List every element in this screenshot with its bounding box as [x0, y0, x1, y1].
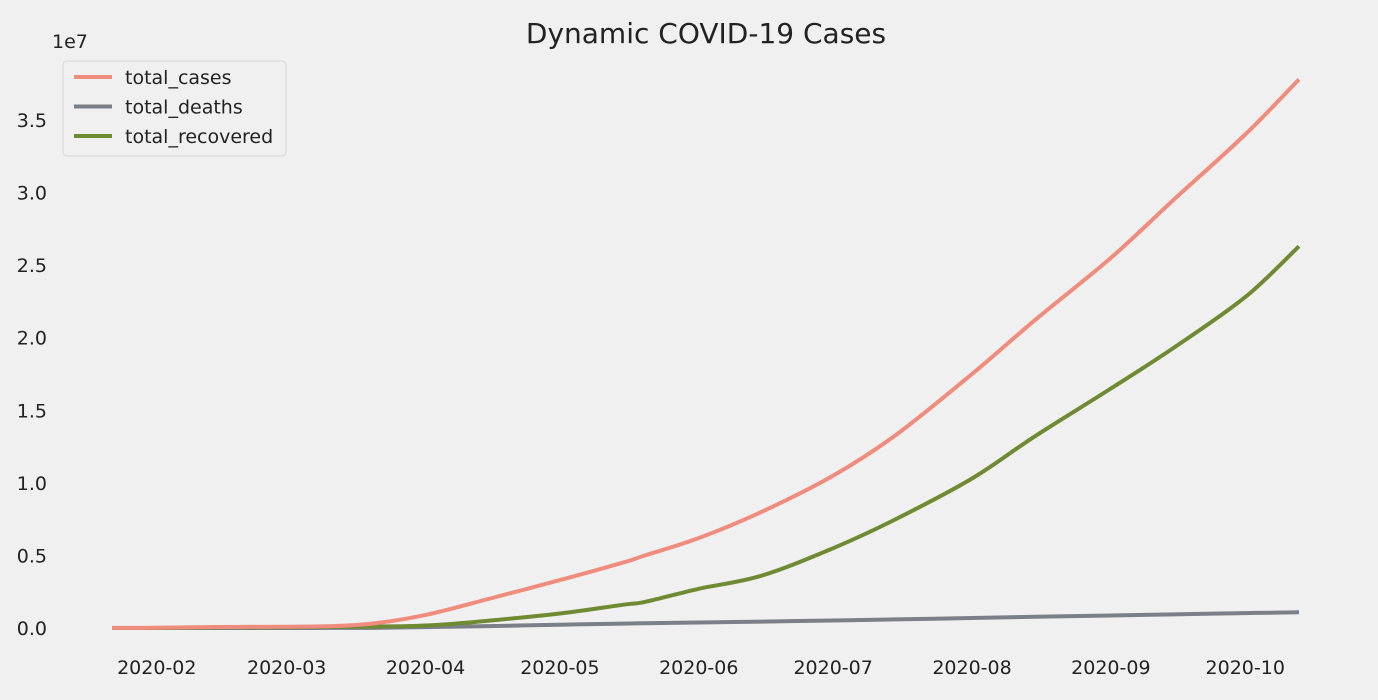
y-tick-label: 3.5	[17, 110, 47, 132]
y-tick-label: 1.5	[17, 400, 47, 422]
y-tick-label: 3.0	[17, 183, 47, 205]
chart-title: Dynamic COVID-19 Cases	[526, 17, 886, 50]
legend-label: total_deaths	[125, 97, 243, 119]
y-tick-label: 0.0	[17, 618, 47, 640]
x-tick-label: 2020-09	[1071, 657, 1150, 679]
x-tick-label: 2020-08	[932, 657, 1011, 679]
y-offset-label: 1e7	[52, 31, 88, 53]
y-tick-label: 2.5	[17, 255, 47, 277]
x-tick-label: 2020-07	[793, 657, 872, 679]
y-tick-label: 1.0	[17, 473, 47, 495]
series-lines	[111, 78, 1301, 631]
y-tick-label: 0.5	[17, 545, 47, 567]
x-tick-labels: 2020-02 2020-03 2020-04 2020-05 2020-06 2020-…	[117, 657, 1285, 679]
legend-label: total_cases	[125, 67, 232, 89]
y-tick-label: 2.0	[17, 328, 47, 350]
x-tick-label: 2020-06	[659, 657, 738, 679]
series-line-total-cases	[111, 78, 1301, 630]
legend-box	[62, 60, 287, 157]
y-tick-labels: 0.0 0.5 1.0 1.5 2.0 2.5 3.0 3.5	[17, 110, 47, 640]
x-tick-label: 2020-05	[520, 657, 599, 679]
x-tick-label: 2020-03	[247, 657, 326, 679]
x-tick-label: 2020-04	[386, 657, 465, 679]
legend: total_cases total_deaths total_recovered	[62, 60, 287, 157]
x-tick-label: 2020-10	[1206, 657, 1285, 679]
legend-label: total_recovered	[125, 126, 273, 148]
series-line-total-recovered	[112, 244, 1301, 630]
x-tick-label: 2020-02	[117, 657, 196, 679]
